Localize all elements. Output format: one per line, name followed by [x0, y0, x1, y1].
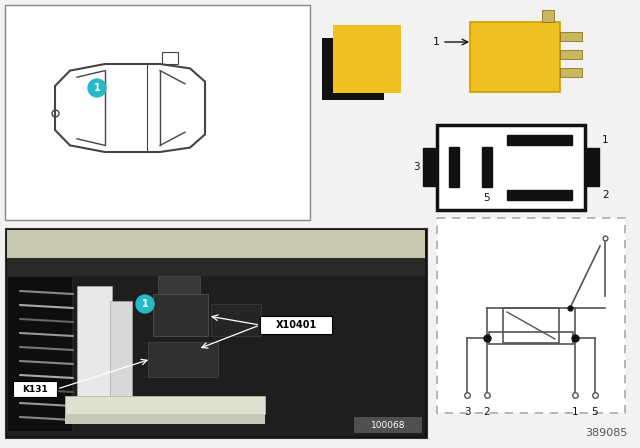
Bar	[542, 10, 554, 22]
Bar	[148, 342, 218, 377]
Text: 3: 3	[464, 407, 470, 417]
Bar	[153, 294, 208, 336]
Text: 1: 1	[602, 135, 609, 145]
Text: 100068: 100068	[371, 421, 405, 430]
Bar	[7, 230, 425, 258]
Bar	[560, 50, 582, 59]
Bar	[211, 304, 261, 336]
Bar	[585, 148, 599, 186]
Circle shape	[88, 79, 106, 97]
Text: 2: 2	[484, 407, 490, 417]
Bar	[470, 22, 560, 92]
Bar	[437, 125, 585, 210]
Bar	[260, 316, 332, 334]
Bar	[437, 218, 625, 413]
Bar	[162, 52, 178, 64]
Bar	[322, 38, 384, 100]
Text: 1: 1	[433, 37, 440, 47]
Text: 3: 3	[413, 162, 420, 172]
Text: K131: K131	[22, 384, 48, 393]
Bar	[507, 135, 572, 145]
Bar	[7, 258, 425, 276]
Bar	[333, 25, 401, 93]
Text: 1: 1	[141, 299, 148, 309]
Bar	[158, 276, 200, 294]
Text: 1: 1	[93, 83, 100, 93]
Bar	[354, 417, 422, 433]
Bar	[423, 148, 437, 186]
Bar	[5, 5, 310, 220]
Bar	[449, 147, 459, 187]
Text: X10401: X10401	[275, 320, 317, 330]
Text: 389085: 389085	[586, 428, 628, 438]
Text: 1: 1	[572, 407, 579, 417]
Text: 5: 5	[592, 407, 598, 417]
Bar	[560, 32, 582, 41]
Bar	[5, 228, 427, 438]
Bar	[7, 276, 72, 431]
Bar	[560, 68, 582, 77]
Bar	[507, 190, 572, 200]
Bar	[77, 286, 112, 396]
Text: 2: 2	[602, 190, 609, 200]
Bar	[65, 396, 265, 414]
Bar	[482, 147, 492, 187]
Bar	[7, 276, 425, 436]
Circle shape	[136, 295, 154, 313]
Bar	[503, 308, 559, 343]
Bar	[110, 301, 132, 396]
Bar	[65, 414, 265, 424]
Bar	[13, 381, 57, 397]
Text: 5: 5	[484, 193, 490, 203]
Bar	[489, 332, 573, 344]
